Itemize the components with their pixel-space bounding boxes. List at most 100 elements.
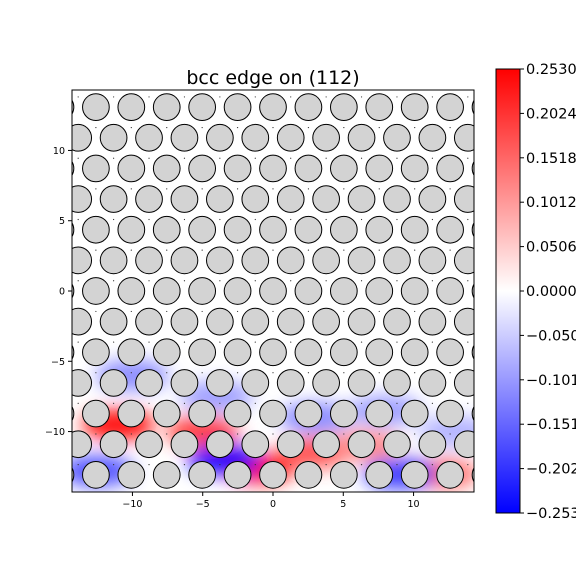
atom — [223, 154, 252, 183]
atom — [312, 307, 340, 336]
lattice-site-marker — [95, 66, 96, 67]
lattice-site-marker — [431, 157, 433, 159]
lattice-site-marker — [325, 157, 327, 159]
lattice-site-marker — [414, 249, 416, 251]
lattice-site-marker — [431, 402, 433, 404]
atom — [223, 277, 252, 305]
lattice-site-marker — [360, 402, 363, 404]
atom — [436, 277, 464, 305]
lattice-site-marker — [449, 188, 451, 190]
atom — [436, 460, 464, 489]
atom — [347, 369, 376, 397]
atom — [471, 160, 474, 177]
atom — [418, 246, 447, 275]
atom — [82, 154, 110, 183]
atom — [99, 430, 128, 459]
lattice-site-marker — [290, 402, 292, 404]
atom — [453, 123, 474, 152]
atom — [453, 246, 474, 275]
lattice-site-marker — [450, 66, 451, 67]
colorbar-tick-label: 0.2024 — [526, 106, 576, 122]
lattice-site-marker — [307, 372, 310, 374]
lattice-site-marker — [290, 157, 292, 159]
atom — [152, 460, 181, 489]
lattice-site-marker — [290, 218, 292, 221]
atom — [471, 344, 474, 360]
atom — [72, 430, 93, 459]
lattice-site-marker — [236, 188, 239, 190]
atom — [400, 154, 429, 183]
atom — [72, 123, 93, 152]
lattice-site-marker — [95, 433, 97, 435]
y-tick-label: 10 — [53, 146, 65, 157]
lattice-site-marker — [237, 495, 238, 496]
atom — [400, 215, 429, 244]
lattice-site-marker — [360, 157, 363, 159]
lattice-site-marker — [325, 280, 327, 282]
atom — [393, 491, 401, 492]
atom — [75, 90, 82, 91]
lattice-site-marker — [219, 280, 221, 282]
lattice-site-marker — [254, 402, 256, 404]
atom — [400, 338, 429, 367]
atom — [418, 369, 447, 397]
atom — [453, 430, 474, 459]
lattice-site-marker — [325, 341, 327, 343]
atom — [358, 491, 365, 492]
lattice-site-marker — [130, 372, 132, 374]
lattice-site-marker — [467, 218, 469, 221]
lattice-site-marker — [272, 188, 274, 190]
lattice-site-marker — [166, 372, 168, 374]
lattice-site-marker — [183, 96, 186, 98]
atom — [82, 93, 110, 122]
lattice-site-marker — [254, 280, 256, 282]
lattice-site-marker — [166, 66, 167, 67]
y-tick-label: 0 — [59, 287, 65, 298]
atom — [188, 277, 217, 305]
atom — [383, 123, 411, 152]
lattice-site-marker — [396, 218, 398, 221]
atom — [110, 90, 117, 91]
lattice-site-marker — [325, 218, 327, 221]
lattice-site-marker — [343, 126, 345, 129]
lattice-site-marker — [183, 341, 186, 343]
atom — [471, 99, 474, 115]
lattice-site-marker — [290, 341, 292, 343]
atom — [329, 215, 358, 244]
atom — [241, 246, 270, 275]
lattice-site-marker — [219, 157, 221, 159]
atom — [312, 430, 340, 459]
atom — [276, 185, 305, 213]
lattice-site-marker — [130, 310, 132, 313]
atom — [418, 123, 447, 152]
atom — [436, 93, 464, 122]
lattice-site-marker — [307, 310, 310, 313]
atom — [216, 491, 223, 492]
atom — [329, 154, 358, 183]
atom — [276, 246, 305, 275]
lattice-site-marker — [272, 249, 274, 251]
atom — [72, 160, 75, 177]
atom — [294, 93, 323, 122]
atom — [82, 338, 110, 367]
lattice-site-marker — [431, 280, 433, 282]
lattice-site-marker — [95, 126, 97, 129]
atom — [294, 399, 323, 428]
atom — [383, 185, 411, 213]
lattice-site-marker — [148, 341, 150, 343]
lattice-site-marker — [449, 310, 451, 313]
atom — [259, 399, 287, 428]
atom — [72, 185, 93, 213]
atom — [329, 399, 358, 428]
lattice-site-marker — [183, 280, 186, 282]
atom — [241, 430, 270, 459]
lattice-site-marker — [166, 188, 168, 190]
atom — [365, 154, 394, 183]
colorbar-tick-label: −0.0506 — [526, 328, 576, 344]
atom — [223, 93, 252, 122]
colorbar-tick-label: −0.2024 — [526, 462, 576, 478]
atom — [223, 338, 252, 367]
atom — [170, 430, 199, 459]
atom — [453, 307, 474, 336]
